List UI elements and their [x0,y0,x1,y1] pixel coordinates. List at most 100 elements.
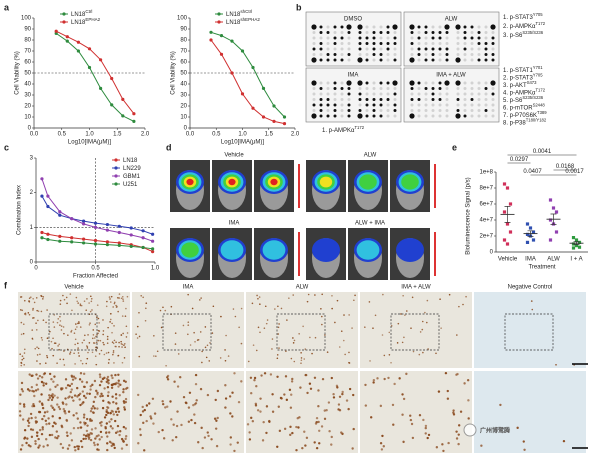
stained-cell [148,402,151,405]
stained-cell [63,364,66,366]
stained-cell [92,334,95,336]
signal-blob [262,240,286,260]
stained-cell [106,338,109,340]
blot-protein-sup: T172 [535,88,545,93]
stained-cell [530,300,533,302]
stained-cell [82,394,86,398]
blot-spot [455,24,461,30]
stained-cell [212,305,215,308]
data-point [261,115,266,119]
x-tick-label: 0.5 [91,266,100,272]
stained-cell [374,314,377,317]
stained-cell [76,426,80,430]
stained-cell [90,432,94,435]
blot-spot [445,47,449,51]
stained-cell [32,403,35,406]
stained-cell [289,433,292,437]
stained-cell [63,350,65,352]
blot-protein-main: 3. p-S6 [503,33,523,39]
blot-spot [491,42,495,45]
blot-spot [470,109,474,112]
stained-cell [106,379,110,382]
stained-cell [271,348,273,350]
stained-cell [288,297,290,299]
blot-spot [456,92,460,96]
stained-cell [29,428,33,431]
stained-cell [50,404,53,408]
stained-cell [463,382,466,385]
data-point [46,232,50,236]
stained-cell [100,380,103,383]
stained-cell [97,332,99,335]
stained-cell [20,333,23,336]
stained-cell [465,295,467,298]
stained-cell [259,410,262,413]
stained-cell [106,435,109,438]
data-point [577,240,582,244]
stained-cell [125,307,127,310]
stained-cell [104,427,107,430]
stained-cell [95,389,98,393]
blot-spot [477,36,481,40]
blot-spot [445,109,449,112]
stained-cell [292,342,295,344]
stained-cell [117,354,120,357]
blot-spot [333,109,337,112]
blot-spot [393,31,397,34]
stained-cell [123,344,125,347]
blot-spot [477,81,481,85]
stained-cell [21,358,24,361]
stained-cell [411,436,415,440]
stained-cell [201,350,203,353]
stained-cell [216,416,219,420]
blot-spot [424,98,428,101]
stained-cell [224,359,227,362]
stained-cell [206,393,210,397]
stained-cell [42,298,44,300]
stained-cell [84,396,88,400]
blot-spot [445,58,449,62]
blot-spot [444,24,450,30]
legend-marker [114,174,118,178]
data-point [151,247,155,251]
stained-cell [306,300,309,303]
p-value: 0.0168 [556,164,575,170]
stained-cell [562,439,566,443]
stained-cell [149,415,152,418]
stained-cell [89,295,92,298]
stained-cell [74,363,76,365]
stained-cell [379,442,383,445]
stained-cell [229,436,233,439]
stained-cell [180,423,183,427]
stained-cell [85,345,88,347]
blot-spot [326,109,330,112]
stained-cell [260,374,263,377]
blot-spot [445,31,449,34]
blot-spot [410,31,414,34]
blot-spot [347,53,351,56]
stained-cell [121,346,123,348]
stained-cell [277,326,280,329]
blot-spot [319,47,323,51]
stained-cell [112,400,115,404]
data-point [65,35,69,39]
stained-cell [204,326,207,328]
stained-cell [33,394,36,398]
stained-cell [196,339,199,341]
blot-spot [417,42,421,45]
x-tick-label: 1.0 [238,132,247,138]
blot-spot [463,87,467,90]
stained-cell [36,309,38,312]
blot-spot [477,92,481,96]
stained-cell [79,426,82,429]
stained-cell [297,426,300,429]
data-point [554,230,559,234]
stained-cell [74,377,77,380]
data-point [40,194,44,198]
blot-spot [417,36,421,40]
signal-blob [356,240,380,260]
stained-cell [92,342,95,344]
data-point [531,238,536,242]
blot-spot [456,98,460,101]
y-tick-label: 80 [24,38,31,44]
